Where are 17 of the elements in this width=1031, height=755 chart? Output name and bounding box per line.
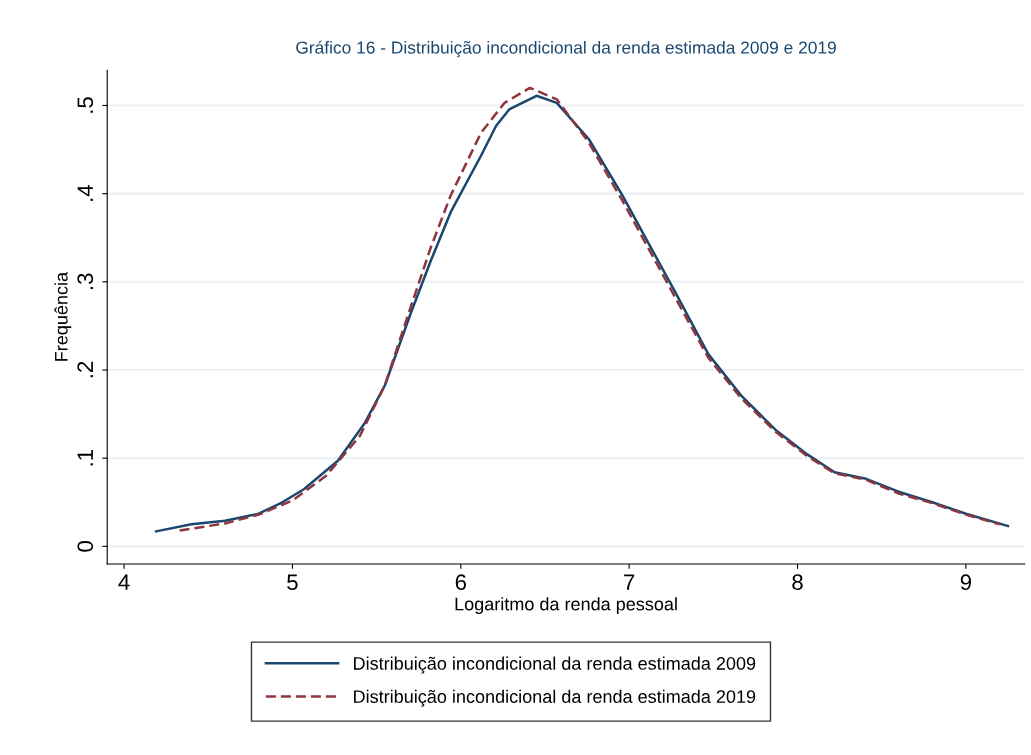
x-tick-label: 7 bbox=[624, 574, 635, 590]
chart-title: Gráfico 16 - Distribuição incondicional da renda estimada 2009 e 2019 bbox=[296, 40, 836, 58]
x-tick-label: 6 bbox=[455, 574, 466, 591]
y-tick-label: 0 bbox=[77, 541, 94, 552]
x-tick-label: 5 bbox=[287, 574, 298, 591]
y-axis-title: Frequência bbox=[54, 271, 72, 361]
y-tick-label: .4 bbox=[77, 185, 93, 201]
x-tick-label: 9 bbox=[960, 574, 972, 591]
legend-label: Distribuição incondicional da renda estimada 2009 bbox=[354, 656, 756, 674]
y-tick-label: .2 bbox=[77, 361, 93, 378]
x-tick-label: 4 bbox=[118, 574, 130, 590]
y-tick-label: .3 bbox=[77, 273, 94, 290]
legend-label: Distribuição incondicional da renda estimada 2019 bbox=[354, 689, 756, 707]
y-tick-label: .5 bbox=[77, 97, 94, 113]
x-axis-title: Logaritmo da renda pessoal bbox=[455, 597, 677, 615]
y-tick-label: .1 bbox=[77, 449, 93, 466]
x-tick-label: 8 bbox=[792, 574, 803, 591]
